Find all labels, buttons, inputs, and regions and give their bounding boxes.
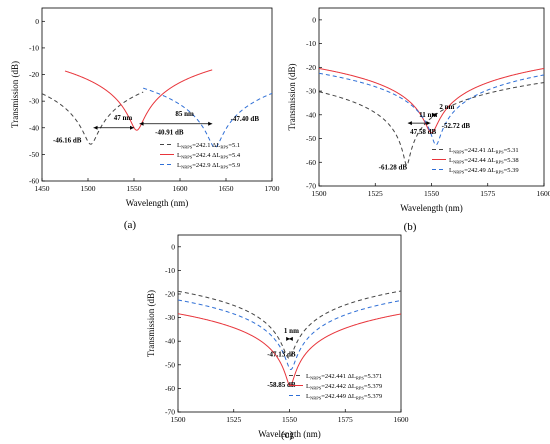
y-tick-label: -30 xyxy=(165,313,175,322)
x-tick-label: 1550 xyxy=(282,415,297,424)
x-tick-label: 1650 xyxy=(219,184,234,193)
x-axis-label: Wavelength (nm) xyxy=(258,429,321,439)
y-tick-label: -10 xyxy=(165,266,175,275)
x-tick-label: 1575 xyxy=(338,415,353,424)
legend-entry: LNRPS=242.49 ΔLRPS=5.39 xyxy=(449,167,519,175)
arrow-head xyxy=(208,121,213,126)
y-axis-label: Transmission (dB) xyxy=(146,290,156,357)
annotation-label: -52.72 dB xyxy=(442,122,471,130)
x-axis-label: Wavelength (nm) xyxy=(400,203,463,213)
annotation-label: 1 nm xyxy=(284,327,299,335)
panel-label: (a) xyxy=(124,219,137,231)
y-tick-label: -50 xyxy=(29,150,39,159)
y-tick-label: 0 xyxy=(171,242,175,251)
y-tick-label: -20 xyxy=(306,63,316,72)
y-axis-label: Transmission (dB) xyxy=(10,61,20,128)
x-tick-label: 1600 xyxy=(394,415,409,424)
x-tick-label: 1550 xyxy=(424,189,439,198)
y-tick-label: -50 xyxy=(306,134,316,143)
arrow-head xyxy=(93,125,98,130)
x-tick-label: 1500 xyxy=(171,415,186,424)
x-tick-label: 1525 xyxy=(368,189,383,198)
legend-entry: LNRPS=242.4 ΔLRPS=5.4 xyxy=(177,152,241,160)
annotation-label: 2 nm xyxy=(439,103,454,111)
legend-entry: LNRPS=242.1 ΔLRPS=5.1 xyxy=(177,142,240,150)
plot-frame xyxy=(41,7,273,182)
series-line-3 xyxy=(143,87,272,148)
annotation-label: -47.13 dB xyxy=(267,351,296,359)
x-tick-label: 1600 xyxy=(537,189,550,198)
annotation-label: 47 nm xyxy=(114,114,133,122)
x-tick-label: 1550 xyxy=(127,184,142,193)
series-line-3 xyxy=(178,299,401,371)
legend-entry: LNRPS=242.41 ΔLRPS=5.31 xyxy=(449,147,519,155)
y-tick-label: -40 xyxy=(165,337,175,346)
panel-label: (c) xyxy=(281,429,294,441)
y-tick-label: -50 xyxy=(165,360,175,369)
series-line-1 xyxy=(319,82,544,166)
y-tick-label: -40 xyxy=(29,123,39,132)
y-tick-label: -70 xyxy=(165,408,175,417)
legend-entry: LNRPS=242.449 ΔLRPS=5.379 xyxy=(306,393,382,401)
y-tick-label: -10 xyxy=(306,39,316,48)
arrow-head xyxy=(139,121,144,126)
legend-entry: LNRPS=242.442 ΔLRPS=5.379 xyxy=(306,383,382,391)
chart-panel-2: 1500 1525 1550 1575 1600 0 -10 -20 -30 -40 -50 -60 -… xyxy=(287,7,550,233)
chart-panel-1: 1450 1500 1550 1600 1650 1700 0 -10 -20 -30 -40 -50… xyxy=(10,7,280,231)
series-line-3 xyxy=(319,72,544,146)
chart-panel-3: 1500 1525 1550 1575 1600 0 -10 -20 -30 -40 -50 -60 -… xyxy=(146,234,409,441)
panel-label: (b) xyxy=(404,221,417,233)
arrow-head xyxy=(130,125,134,130)
y-tick-label: -20 xyxy=(165,290,175,299)
annotation-label: -40.91 dB xyxy=(155,128,184,136)
y-tick-label: -60 xyxy=(306,158,316,167)
y-tick-label: -30 xyxy=(29,97,39,106)
annotation-label: 11 nm xyxy=(419,111,437,119)
annotation-label: -46.16 dB xyxy=(53,136,82,144)
y-tick-label: -70 xyxy=(306,182,316,191)
y-tick-label: -30 xyxy=(306,87,316,96)
legend-entry: LNRPS=242.441 ΔLRPS=5.371 xyxy=(306,373,382,381)
y-tick-label: 0 xyxy=(35,17,39,26)
series-line-2 xyxy=(319,67,544,134)
arrow-head xyxy=(426,121,431,126)
annotation-label: -47.40 dB xyxy=(231,115,260,123)
x-tick-label: 1575 xyxy=(480,189,495,198)
y-tick-label: 0 xyxy=(312,15,316,24)
y-tick-label: -40 xyxy=(306,110,316,119)
y-tick-label: -60 xyxy=(29,177,39,186)
y-axis-label: Transmission (dB) xyxy=(287,64,297,131)
x-axis-label: Wavelength (nm) xyxy=(126,198,189,208)
arrow-head xyxy=(288,336,293,341)
series-line-1 xyxy=(42,91,144,145)
legend-entry: LNRPS=242.44 ΔLRPS=5.38 xyxy=(449,157,519,165)
annotation-label: 85 nm xyxy=(175,110,194,118)
series-line-1 xyxy=(178,290,401,359)
annotation-label: -61.28 dB xyxy=(379,163,408,171)
x-tick-label: 1525 xyxy=(226,415,241,424)
x-tick-label: 1500 xyxy=(312,189,327,198)
annotation-label: -58.85 dB xyxy=(267,381,296,389)
annotation-label: 47.58 dB xyxy=(410,128,436,136)
y-tick-label: -60 xyxy=(165,384,175,393)
y-tick-label: -10 xyxy=(29,43,39,52)
series-line-2 xyxy=(64,69,213,131)
legend-entry: LNRPS=242.9 ΔLRPS=5.9 xyxy=(177,162,240,170)
x-tick-label: 1600 xyxy=(173,184,188,193)
x-tick-label: 1700 xyxy=(265,184,280,193)
x-tick-label: 1500 xyxy=(81,184,96,193)
x-tick-label: 1450 xyxy=(35,184,50,193)
arrow-head xyxy=(432,112,436,117)
y-tick-label: -20 xyxy=(29,70,39,79)
arrow-head xyxy=(286,336,291,341)
arrow-head xyxy=(407,121,412,126)
